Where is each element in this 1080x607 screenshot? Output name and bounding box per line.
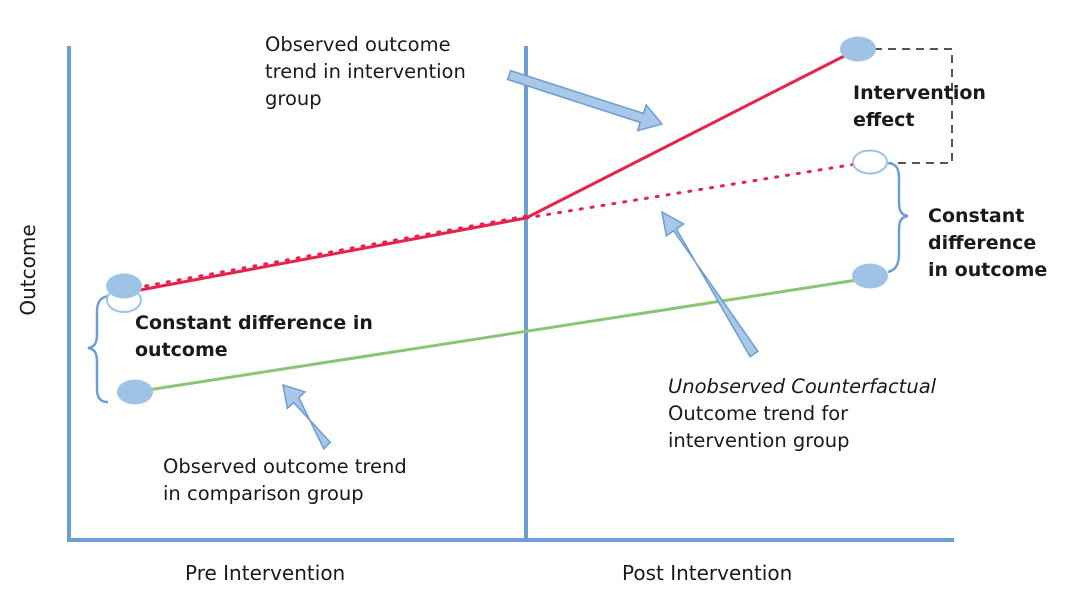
- x-axis-pre-label: Pre Intervention: [185, 561, 346, 585]
- constant-difference-left-annotation: Constant difference in outcome: [135, 312, 373, 361]
- counterfactual-annotation: Unobserved Counterfactual Outcome trend …: [668, 375, 937, 452]
- counterfactual-arrow: [660, 210, 759, 358]
- constant-difference-right-annotation: Constant difference in outcome: [928, 205, 1048, 281]
- pre-comparison-marker: [117, 379, 153, 405]
- observed-intervention-annotation: Observed outcome trend in intervention g…: [265, 33, 466, 110]
- intervention-post-trend-line: [525, 47, 859, 220]
- right-brace: [885, 161, 909, 274]
- intervention-effect-bracket: [860, 48, 953, 164]
- comparison-trend-line: [134, 276, 871, 394]
- intervention-pre-trend-line: [123, 216, 527, 295]
- intervention-effect-annotation: Intervention effect: [853, 82, 986, 131]
- x-axis-post-label: Post Intervention: [622, 561, 793, 585]
- post-comparison-marker: [852, 263, 888, 289]
- y-axis-label: Outcome: [16, 224, 40, 316]
- counterfactual-pre-dotted-line: [122, 214, 528, 292]
- observed-comparison-arrow: [282, 383, 332, 451]
- post-intervention-marker: [840, 36, 876, 62]
- post-counterfactual-hollow-marker: [852, 149, 888, 175]
- pre-intervention-marker: [106, 273, 142, 299]
- counterfactual-post-dotted-line: [524, 160, 870, 220]
- observed-intervention-arrow: [506, 69, 664, 132]
- left-brace: [87, 294, 113, 404]
- observed-comparison-annotation: Observed outcome trend in comparison gro…: [163, 455, 407, 505]
